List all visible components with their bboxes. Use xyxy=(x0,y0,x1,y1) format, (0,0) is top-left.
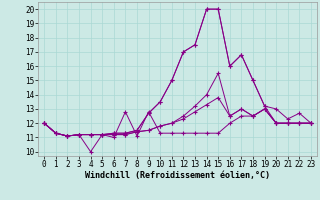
X-axis label: Windchill (Refroidissement éolien,°C): Windchill (Refroidissement éolien,°C) xyxy=(85,171,270,180)
